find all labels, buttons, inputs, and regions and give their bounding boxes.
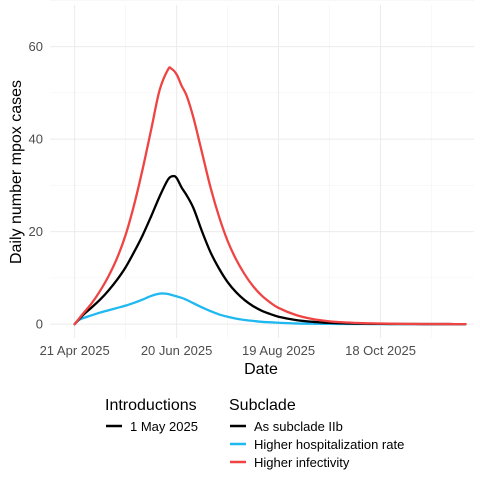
grid-minor <box>50 0 474 338</box>
legend: Introductions 1 May 2025 Subclade As sub… <box>105 397 404 470</box>
plot-panel <box>50 5 474 338</box>
y-tick-label: 40 <box>29 132 43 147</box>
x-tick-label: 19 Aug 2025 <box>242 343 315 358</box>
series-line-higher-infectivity <box>73 66 467 326</box>
y-tick-label: 60 <box>29 39 43 54</box>
y-axis-title: Daily number mpox cases <box>8 80 25 264</box>
legend-subclade-title: Subclade <box>229 397 296 414</box>
y-tick-label: 0 <box>36 317 43 332</box>
legend-introductions-label: 1 May 2025 <box>130 419 198 434</box>
y-tick-label: 20 <box>29 224 43 239</box>
series-lines <box>73 66 467 326</box>
legend-subclade-label-iib: As subclade IIb <box>254 419 343 434</box>
legend-introductions-title: Introductions <box>105 397 197 414</box>
x-tick-label: 21 Apr 2025 <box>40 343 110 358</box>
y-tick-labels: 0 20 40 60 <box>29 39 43 332</box>
grid-major <box>50 5 474 338</box>
x-tick-label: 18 Oct 2025 <box>345 343 416 358</box>
x-tick-label: 20 Jun 2025 <box>141 343 213 358</box>
legend-subclade-label-infect: Higher infectivity <box>254 455 350 470</box>
x-tick-labels: 21 Apr 2025 20 Jun 2025 19 Aug 2025 18 Oct … <box>40 343 416 358</box>
legend-subclade-label-hosp: Higher hospitalization rate <box>254 437 404 452</box>
x-axis-title: Date <box>244 361 278 378</box>
